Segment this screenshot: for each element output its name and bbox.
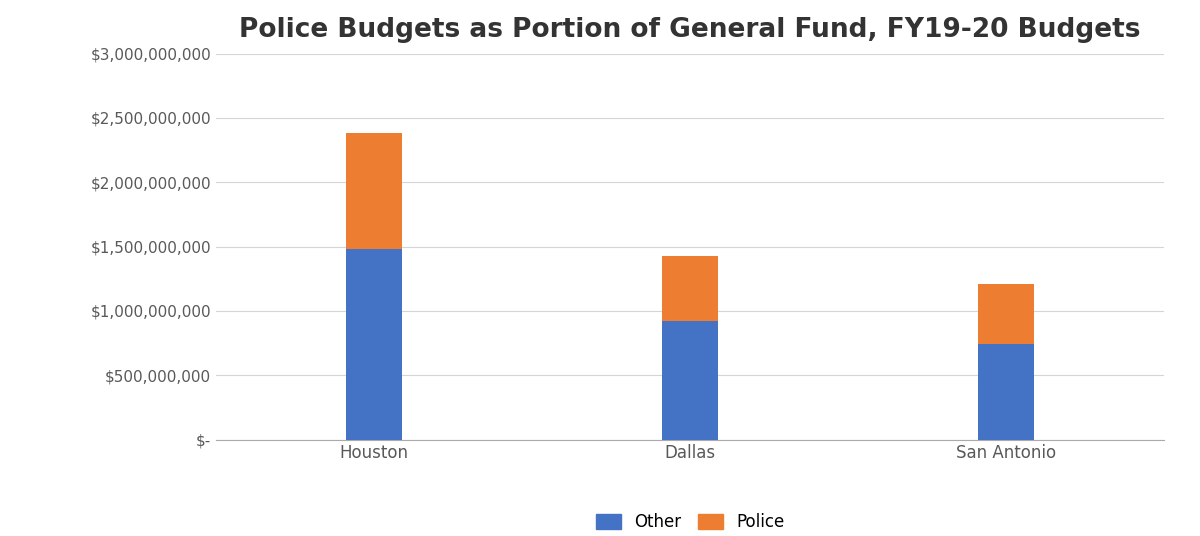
Bar bbox=[661, 256, 719, 321]
Bar bbox=[661, 321, 719, 440]
Bar bbox=[346, 249, 402, 440]
Bar bbox=[978, 284, 1034, 344]
Bar bbox=[978, 344, 1034, 440]
Legend: Other, Police: Other, Police bbox=[587, 504, 793, 536]
Bar bbox=[346, 133, 402, 249]
Title: Police Budgets as Portion of General Fund, FY19-20 Budgets: Police Budgets as Portion of General Fun… bbox=[239, 17, 1141, 43]
